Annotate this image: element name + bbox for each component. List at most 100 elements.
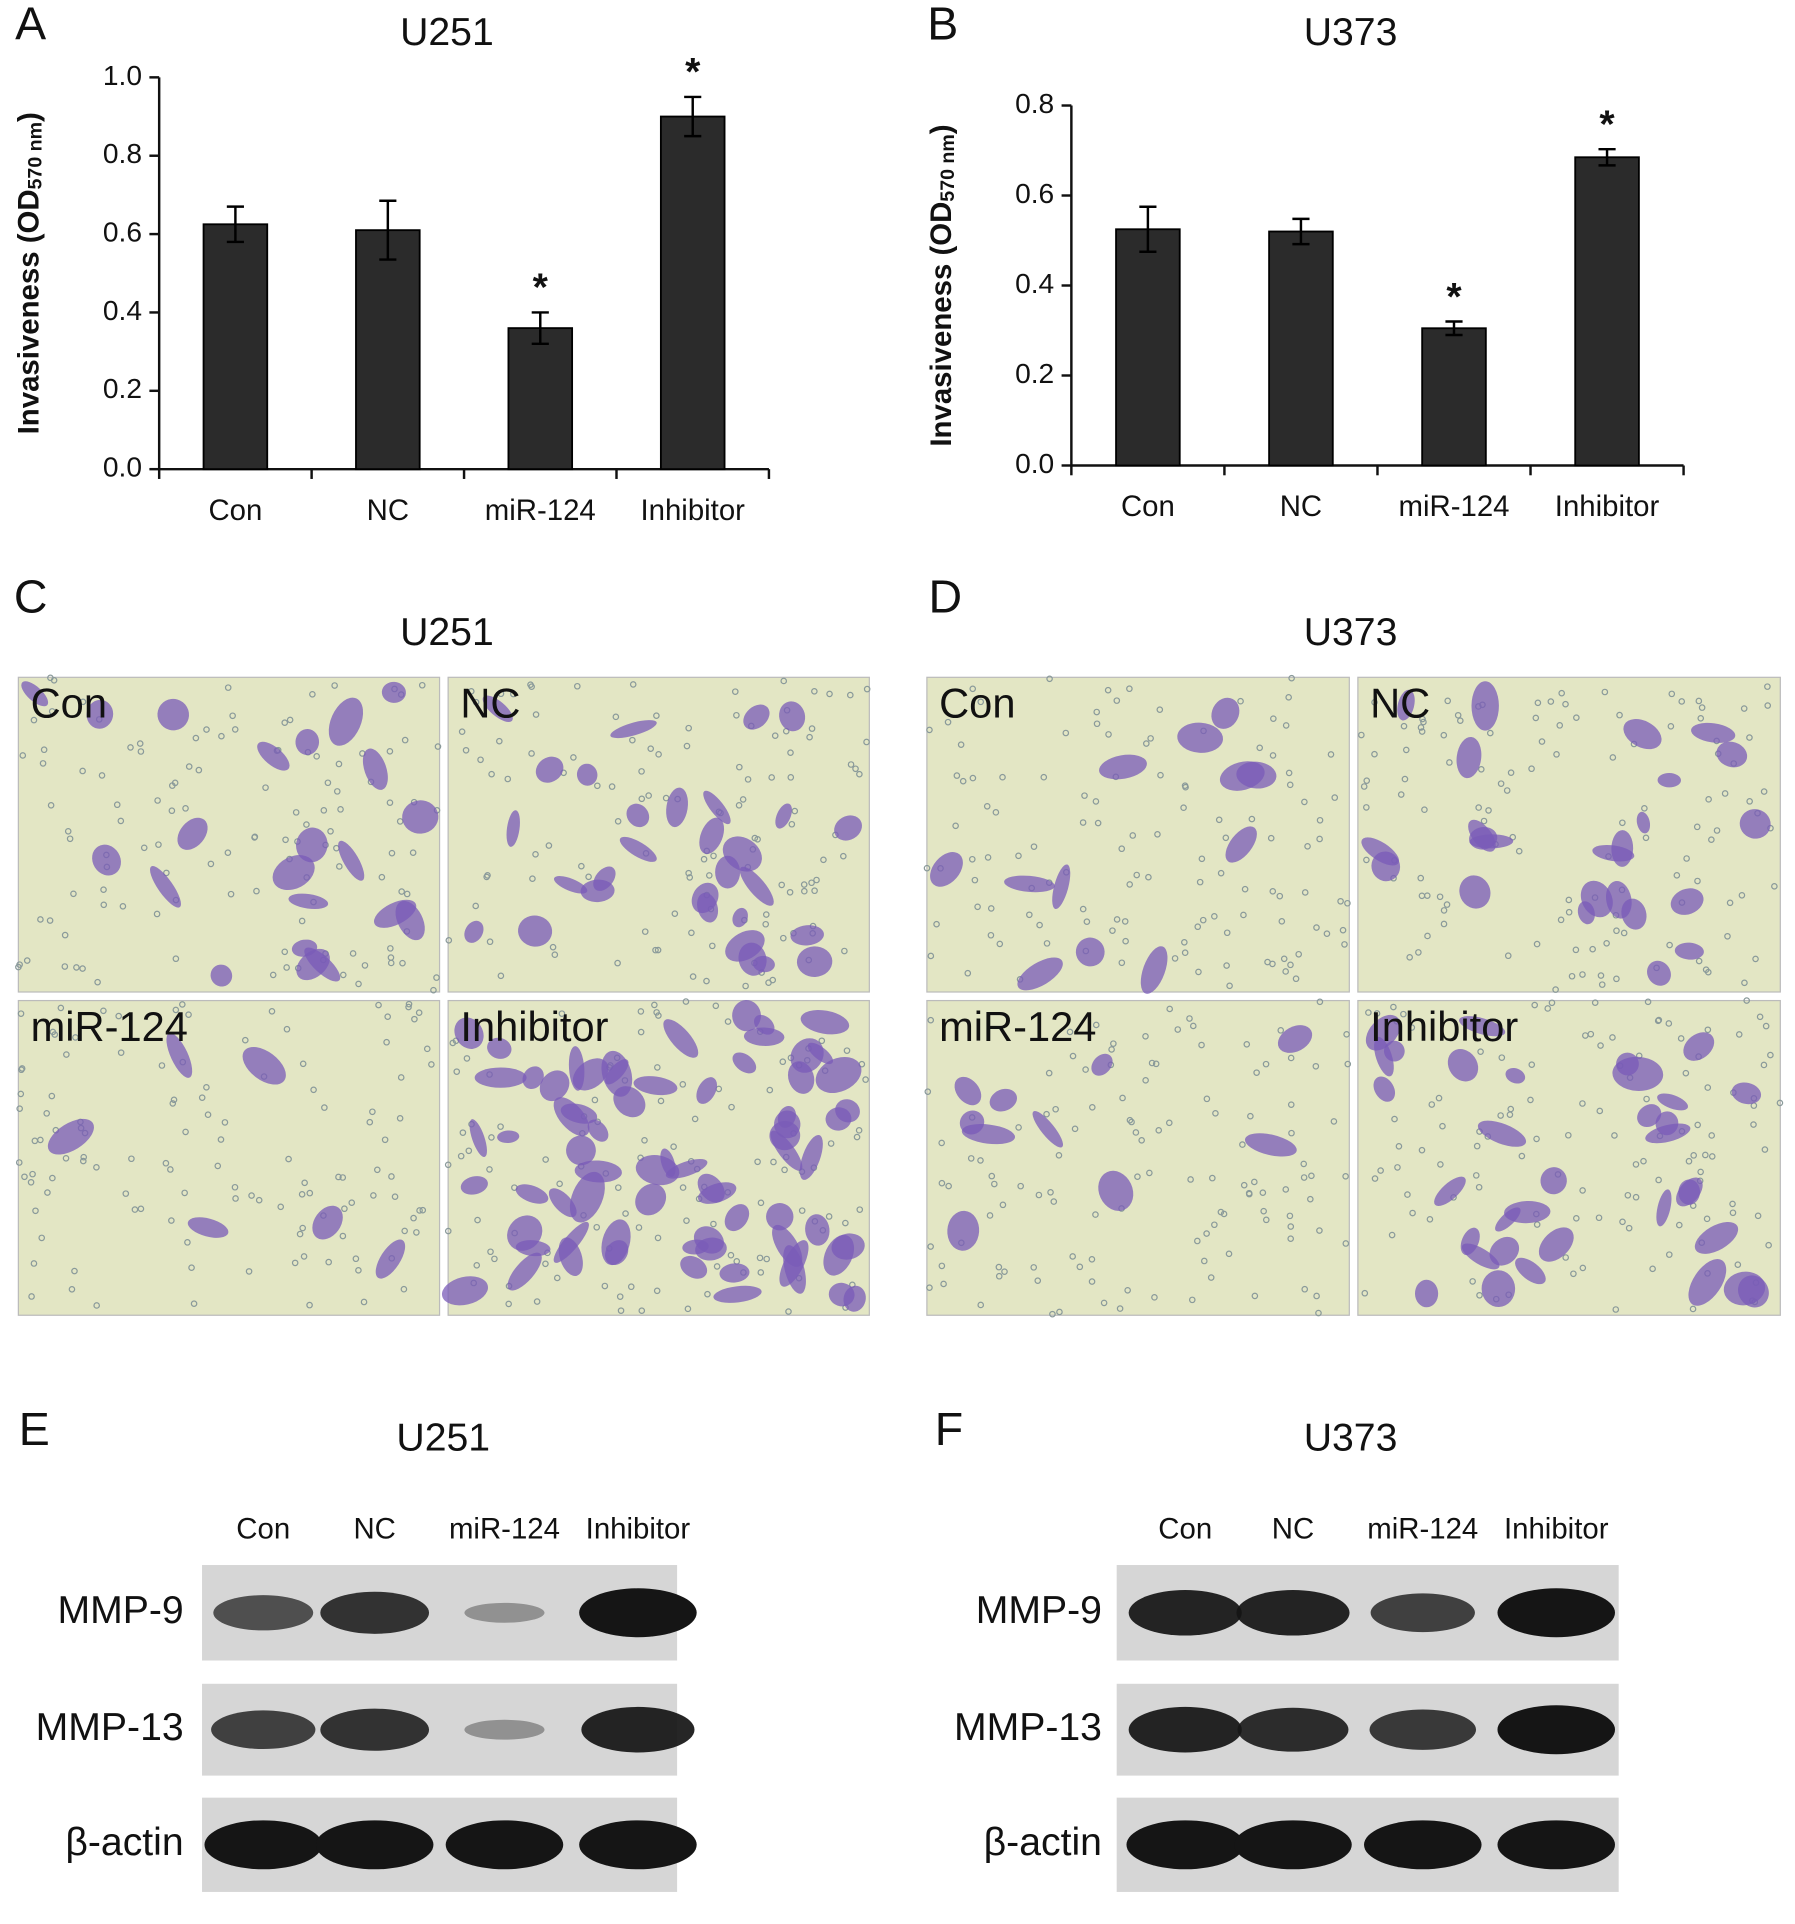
stained-cell (815, 1056, 862, 1094)
pore (162, 1159, 170, 1167)
pore (1776, 1099, 1784, 1107)
pore (705, 872, 713, 879)
pore (1079, 905, 1087, 913)
pore (762, 920, 770, 928)
pore (1406, 954, 1413, 961)
y-tick-label: 0.0 (103, 452, 142, 483)
pore (1738, 891, 1746, 899)
pore (401, 1227, 408, 1235)
pore (1415, 949, 1422, 956)
pore (788, 820, 796, 828)
stained-cell (1099, 754, 1147, 780)
pore (710, 852, 717, 860)
pore (1724, 932, 1731, 940)
pore (923, 864, 931, 872)
pore (465, 1147, 473, 1155)
pore (488, 770, 495, 778)
pore (1548, 999, 1556, 1007)
pore (801, 887, 808, 895)
micrograph-background (17, 676, 441, 993)
pore (43, 1110, 51, 1117)
stained-cell (666, 787, 688, 828)
pore (1601, 688, 1609, 696)
pore (355, 980, 362, 988)
bar (1421, 327, 1487, 467)
pore (968, 855, 976, 863)
pore (756, 1254, 764, 1262)
pore (533, 1298, 541, 1305)
pore (983, 802, 991, 810)
pore (168, 1217, 175, 1224)
pore (765, 979, 772, 986)
stained-cell (699, 817, 725, 855)
pore (1409, 1209, 1416, 1217)
pore (1440, 907, 1448, 914)
stained-cell (288, 893, 329, 910)
stained-cell (1505, 1067, 1526, 1084)
pore (321, 1104, 328, 1111)
stained-cell (272, 855, 315, 891)
y-axis-label-part: Invasiveness (OD (12, 189, 45, 434)
stained-cell (187, 1217, 229, 1238)
pore (192, 734, 200, 742)
pore (1313, 924, 1320, 931)
pore (1390, 1003, 1397, 1011)
pore (98, 772, 106, 779)
pore (434, 743, 442, 750)
pore (1245, 1189, 1253, 1197)
pore (168, 807, 176, 815)
row-label: MMP-9 (976, 1589, 1102, 1632)
pore (71, 1267, 78, 1275)
pore (21, 1173, 28, 1181)
pore (992, 809, 1000, 816)
lane-label: Con (236, 1513, 290, 1546)
pore (281, 719, 289, 727)
pore (724, 1018, 732, 1025)
pore (37, 916, 44, 923)
pore (1557, 916, 1565, 924)
pore (17, 1090, 25, 1098)
pore (1198, 1041, 1205, 1049)
pore (341, 1205, 348, 1213)
stained-cell (474, 1067, 527, 1088)
pore (1046, 675, 1053, 683)
y-axis-label-part: ) (12, 112, 45, 122)
y-tick-label: 0.8 (103, 138, 142, 169)
pore (1596, 1107, 1604, 1115)
stained-cell (535, 756, 564, 783)
pore (373, 1166, 381, 1174)
pore (253, 887, 260, 895)
stained-cell (1098, 1170, 1134, 1211)
pore (1531, 1001, 1539, 1009)
pore (1174, 1026, 1182, 1033)
stained-cell (823, 1234, 855, 1276)
pore (1094, 819, 1102, 827)
pore (856, 1206, 864, 1213)
pore (57, 1004, 65, 1012)
pore (1223, 962, 1230, 969)
pore (1222, 834, 1230, 842)
pore (787, 749, 794, 756)
pore (113, 801, 121, 809)
pore (852, 765, 859, 773)
pore (1036, 921, 1043, 929)
pore (1771, 883, 1778, 890)
pore (1469, 1278, 1476, 1285)
pore (614, 959, 621, 967)
pore (1152, 1060, 1160, 1068)
pore (1678, 698, 1686, 705)
pore (457, 1152, 465, 1160)
pore (806, 733, 813, 741)
y-tick-label: 0.8 (1015, 88, 1054, 119)
pore (1437, 1161, 1444, 1168)
pore (1435, 1094, 1443, 1102)
pore (1076, 1263, 1084, 1271)
pore (1260, 1207, 1267, 1215)
pore (1765, 1241, 1772, 1249)
pore (556, 1180, 563, 1188)
pore (959, 777, 967, 785)
pore (926, 726, 933, 734)
pore (771, 732, 779, 740)
pore (551, 951, 559, 959)
pore (30, 1260, 38, 1267)
